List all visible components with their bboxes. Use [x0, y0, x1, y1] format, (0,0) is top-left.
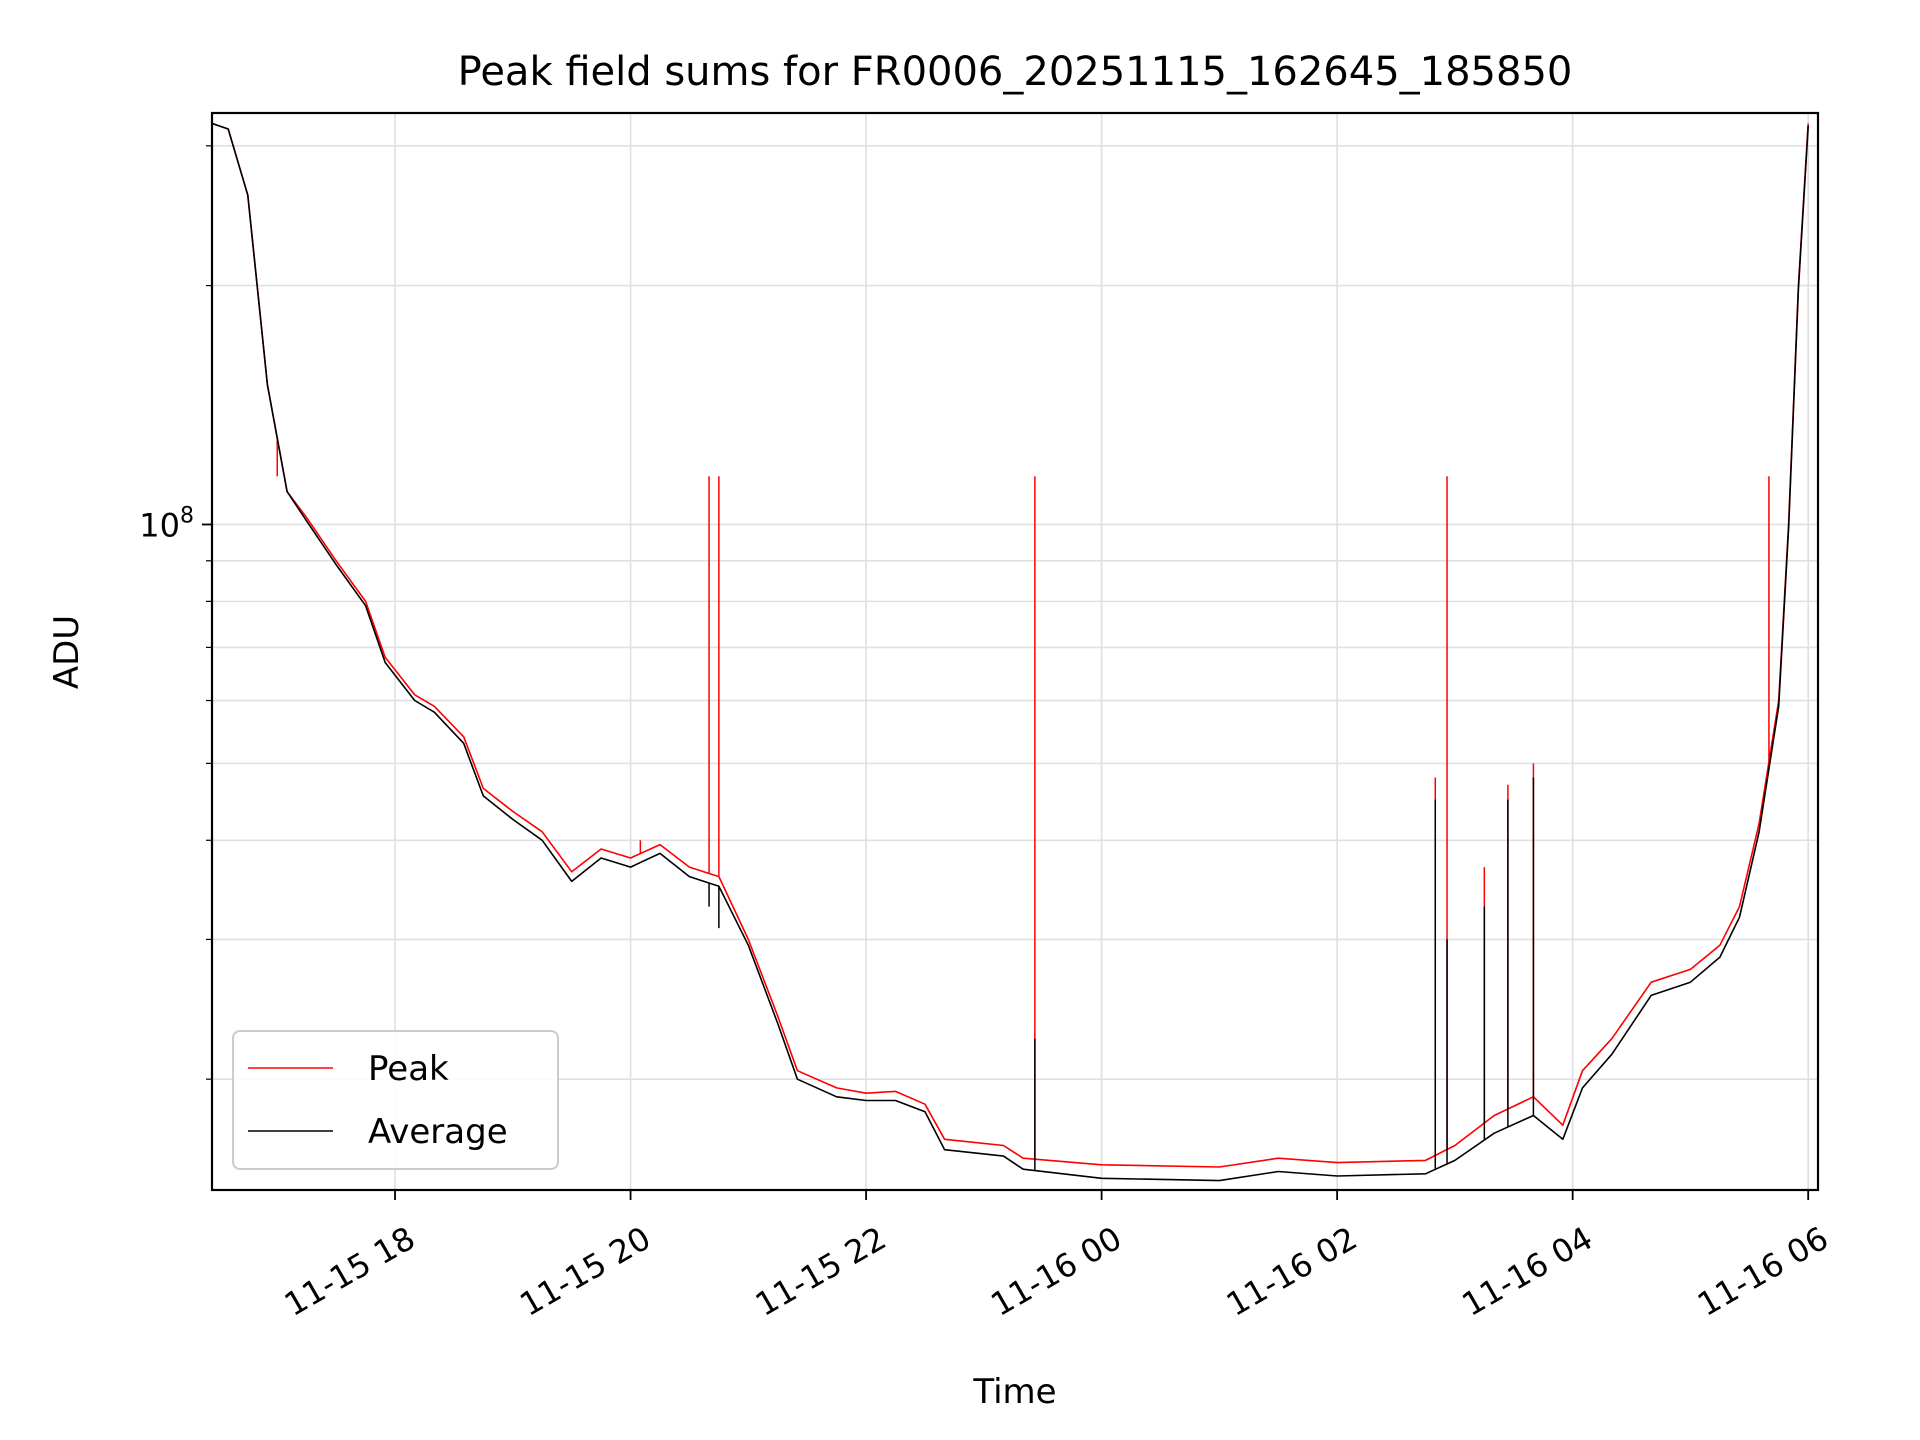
grid — [212, 113, 1818, 1190]
x-axis-label: Time — [972, 1372, 1056, 1412]
x-tick-label: 11-16 00 — [984, 1219, 1128, 1324]
series-layer — [212, 122, 1809, 1182]
chart-title: Peak field sums for FR0006_20251115_1626… — [458, 49, 1573, 95]
x-tick-label: 11-15 18 — [278, 1219, 422, 1324]
y-tick-base: 10 — [139, 506, 180, 544]
x-tick-label: 11-16 06 — [1691, 1219, 1835, 1324]
series-average — [212, 122, 1809, 1182]
legend: Peak Average — [232, 1030, 559, 1170]
series-peak — [212, 122, 1809, 1168]
y-axis-label: ADU — [47, 615, 87, 689]
x-tick-label: 11-15 20 — [513, 1219, 657, 1324]
x-axis: 11-15 18 11-15 20 11-15 22 11-16 00 11-16 02… — [278, 1190, 1835, 1324]
y-axis: 108 — [139, 145, 212, 1080]
legend-box — [232, 1030, 559, 1170]
legend-label-average: Average — [368, 1112, 508, 1152]
series-line-average — [212, 122, 1809, 1182]
y-tick-label: 108 — [139, 503, 194, 544]
x-tick-label: 11-16 04 — [1455, 1219, 1599, 1324]
legend-label-peak: Peak — [368, 1049, 449, 1089]
series-line-peak — [212, 122, 1809, 1168]
plot-frame — [210, 111, 1820, 1192]
plot-area — [212, 122, 1809, 1182]
x-tick-label: 11-16 02 — [1220, 1219, 1364, 1324]
y-tick-exponent: 8 — [180, 503, 194, 528]
x-tick-label: 11-15 22 — [749, 1219, 893, 1324]
